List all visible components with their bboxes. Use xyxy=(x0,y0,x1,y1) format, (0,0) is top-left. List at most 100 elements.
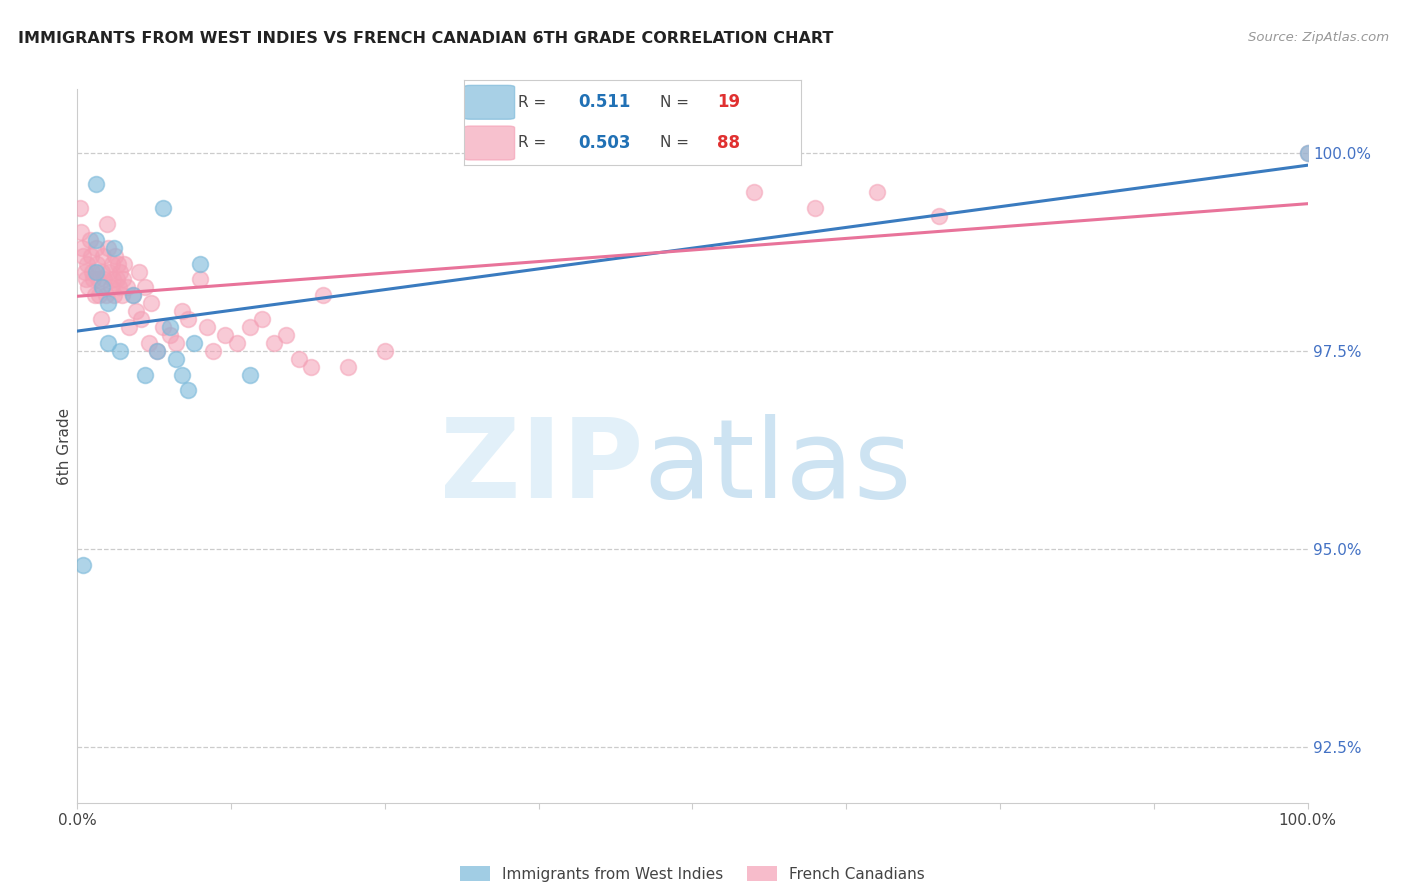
Text: 0.511: 0.511 xyxy=(579,94,631,112)
Point xyxy=(276,328,298,343)
Point xyxy=(138,335,160,350)
Point xyxy=(104,249,127,263)
Text: 0.503: 0.503 xyxy=(579,134,631,152)
Point xyxy=(250,312,273,326)
Text: 88: 88 xyxy=(717,134,740,152)
Point xyxy=(742,186,765,200)
Point xyxy=(82,272,104,286)
Point xyxy=(239,320,262,334)
Point xyxy=(112,257,135,271)
Point xyxy=(125,304,148,318)
Point xyxy=(201,343,224,358)
Point xyxy=(177,384,200,398)
Point xyxy=(263,335,285,350)
Point xyxy=(98,264,121,278)
Point xyxy=(111,272,134,286)
Point xyxy=(75,272,97,286)
Point xyxy=(76,257,98,271)
Point xyxy=(128,264,150,278)
Point xyxy=(90,264,114,278)
Point xyxy=(100,280,122,294)
Point xyxy=(111,288,134,302)
Point xyxy=(159,328,181,343)
Point xyxy=(72,558,94,572)
Point xyxy=(94,288,117,302)
Point xyxy=(72,249,94,263)
Text: N =: N = xyxy=(659,136,693,151)
Point xyxy=(131,312,153,326)
Point xyxy=(190,272,212,286)
Point xyxy=(121,288,143,302)
Point xyxy=(337,359,360,374)
Point xyxy=(115,280,138,294)
Point xyxy=(159,320,181,334)
Text: N =: N = xyxy=(659,95,693,110)
Point xyxy=(84,233,107,247)
Point xyxy=(90,312,112,326)
Point xyxy=(226,335,249,350)
Point xyxy=(105,272,128,286)
Point xyxy=(152,201,174,215)
Point xyxy=(108,280,131,294)
Point xyxy=(97,241,120,255)
Point xyxy=(118,320,141,334)
Point xyxy=(80,249,103,263)
Point xyxy=(103,241,125,255)
Point xyxy=(86,257,108,271)
Text: R =: R = xyxy=(517,95,551,110)
Text: R =: R = xyxy=(517,136,551,151)
Point xyxy=(87,272,110,286)
Text: 19: 19 xyxy=(717,94,740,112)
Point xyxy=(93,272,115,286)
Point xyxy=(83,288,105,302)
Point xyxy=(214,328,236,343)
Point xyxy=(84,241,107,255)
Text: atlas: atlas xyxy=(644,414,911,521)
Point xyxy=(103,288,125,302)
Point xyxy=(141,296,163,310)
Point xyxy=(190,257,212,271)
Point xyxy=(84,264,107,278)
Point xyxy=(91,249,114,263)
Point xyxy=(69,201,91,215)
Point xyxy=(152,320,174,334)
Text: IMMIGRANTS FROM WEST INDIES VS FRENCH CANADIAN 6TH GRADE CORRELATION CHART: IMMIGRANTS FROM WEST INDIES VS FRENCH CA… xyxy=(18,31,834,46)
Point xyxy=(165,351,187,366)
Text: ZIP: ZIP xyxy=(440,414,644,521)
Point xyxy=(170,368,193,382)
Point xyxy=(146,343,169,358)
Point xyxy=(288,351,311,366)
FancyBboxPatch shape xyxy=(464,126,515,160)
Point xyxy=(866,186,889,200)
Point xyxy=(70,225,93,239)
Point xyxy=(73,264,96,278)
Point xyxy=(77,280,100,294)
FancyBboxPatch shape xyxy=(464,86,515,120)
Legend: Immigrants from West Indies, French Canadians: Immigrants from West Indies, French Cana… xyxy=(454,860,931,888)
Point xyxy=(70,241,93,255)
Point xyxy=(101,272,124,286)
Point xyxy=(97,296,120,310)
Point xyxy=(170,304,193,318)
Point xyxy=(84,178,107,192)
Point xyxy=(1296,145,1319,160)
Point xyxy=(804,201,827,215)
Point xyxy=(79,233,101,247)
Point xyxy=(121,288,143,302)
Point xyxy=(134,368,156,382)
Point xyxy=(110,343,132,358)
Point xyxy=(134,280,156,294)
Point xyxy=(312,288,335,302)
Point xyxy=(97,335,120,350)
Point xyxy=(90,280,114,294)
Point xyxy=(96,217,118,231)
Point xyxy=(89,288,111,302)
Point xyxy=(374,343,396,358)
Point xyxy=(82,264,104,278)
Point xyxy=(928,209,950,223)
Text: Source: ZipAtlas.com: Source: ZipAtlas.com xyxy=(1249,31,1389,45)
Y-axis label: 6th Grade: 6th Grade xyxy=(56,408,72,484)
Point xyxy=(101,257,124,271)
Point xyxy=(146,343,169,358)
Point xyxy=(165,335,187,350)
